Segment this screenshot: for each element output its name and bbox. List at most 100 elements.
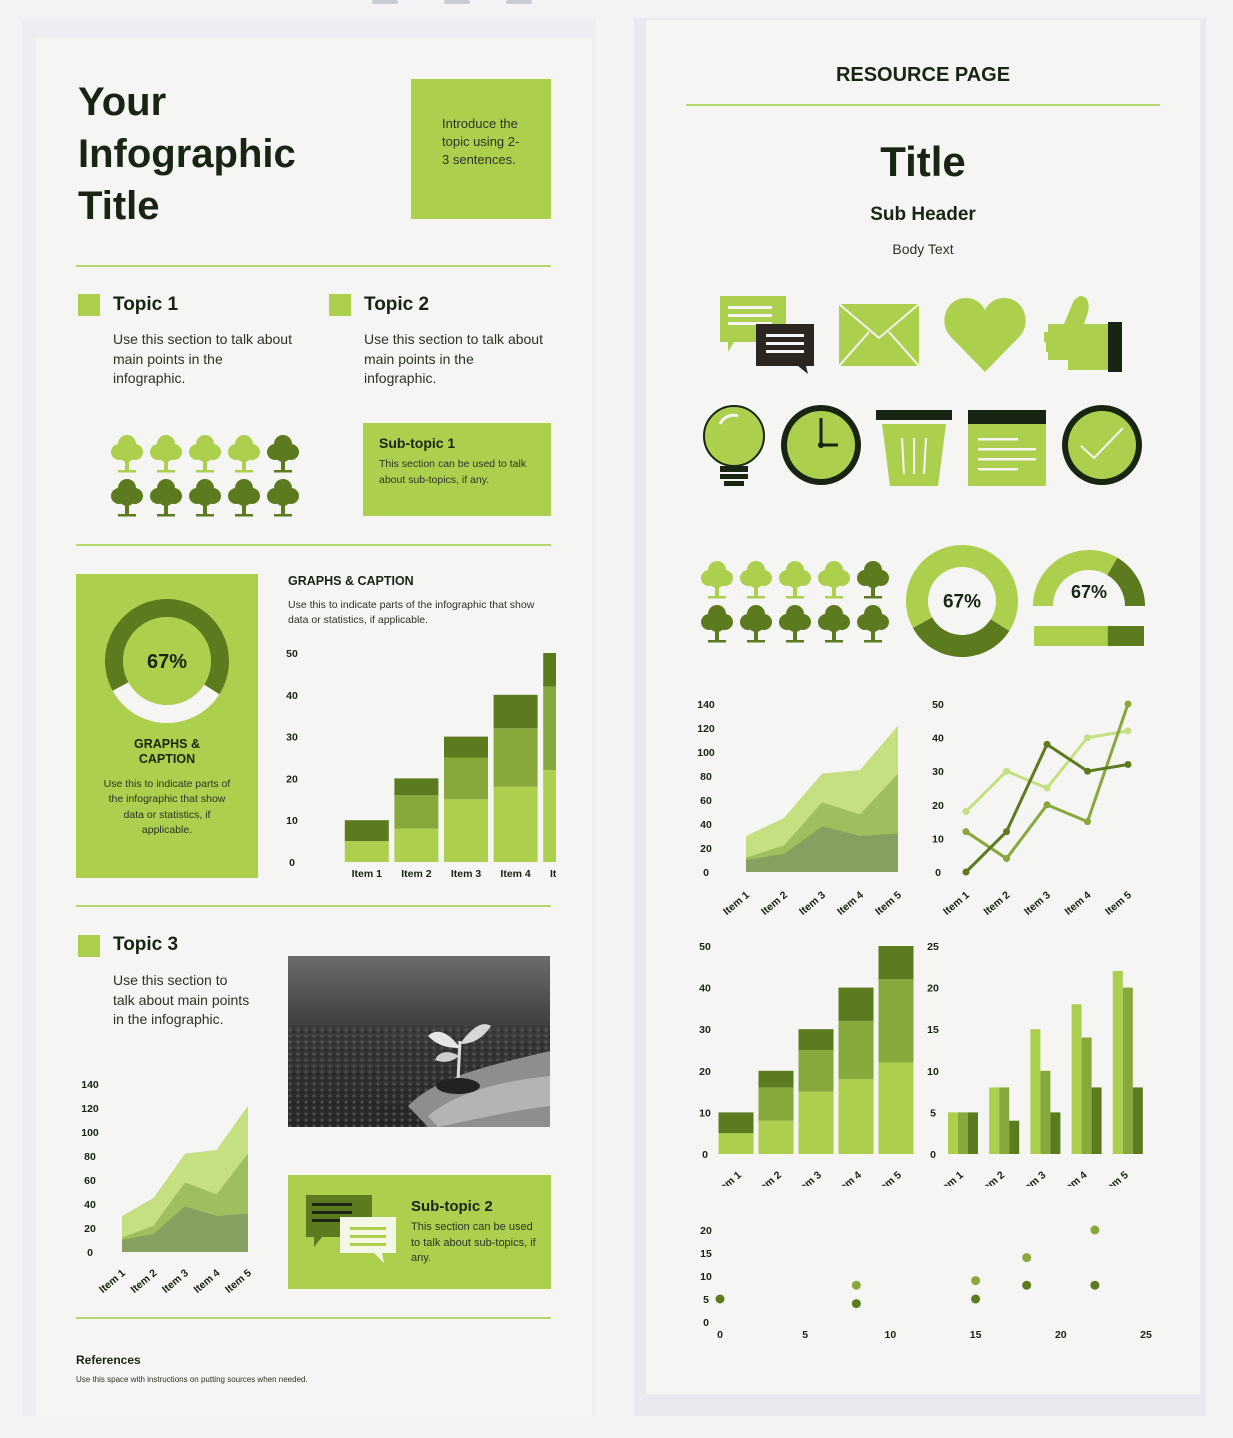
y-tick-label: 20 [286,773,298,785]
scatter-point [1090,1280,1100,1290]
subtopic-2-box: Sub-topic 2 This section can be used to … [288,1175,551,1289]
toolbar-tab[interactable] [506,0,532,4]
divider [686,104,1160,106]
donut-center [123,617,211,705]
donut-chart: 67% [105,599,229,723]
bar-segment [493,728,538,787]
y-tick-label: 0 [935,867,941,879]
line-point [1003,828,1010,836]
line-point [1043,740,1051,748]
y-tick-label: 120 [697,723,715,735]
gauge-label: 67% [1071,582,1107,602]
bar-segment [493,694,538,729]
tree-icon [740,605,772,643]
gauge-rest [1107,557,1145,606]
bar [948,1112,958,1154]
x-tick-label: 20 [1055,1329,1067,1341]
y-tick-label: 40 [286,690,298,702]
gauge-bar-rest [1107,626,1144,646]
y-tick-label: 30 [286,732,298,744]
tree-icon [228,435,260,473]
toolbar-tab[interactable] [372,0,398,4]
x-tick-label: Item 3 [1022,889,1053,918]
topic-2-text: Use this section to talk about main poin… [364,331,543,386]
x-tick-label: Item 5 [550,868,556,880]
bar [1040,1070,1051,1154]
donut-slice [906,545,1018,632]
line-point [962,808,970,816]
graphs-box: 67% GRAPHS & CAPTION Use this to indicat… [76,574,258,878]
scatter-point [1022,1253,1032,1263]
references-title: References [76,1353,141,1367]
stacked-bar-chart: 0 10 20 30 40 50 Item 1 Item 2 Item 3 Item 4 Item … [699,941,914,1186]
line-point [1124,760,1132,768]
y-tick-label: 120 [81,1103,99,1115]
bar [999,1087,1010,1154]
y-tick-label: 20 [927,983,939,995]
graphs-caption-text: Use this to indicate parts of the infogr… [288,599,535,626]
lightbulb-icon [703,405,765,486]
toolbar-tab[interactable] [444,0,470,4]
y-tick-label: 0 [703,1317,709,1329]
bar-segment [394,828,439,862]
stacked-bar-chart: 0 10 20 30 40 50 Item 1 Item 2 Item 3 Item 4 Item … [286,648,556,880]
thumbs-up-icon [1044,296,1122,372]
divider [76,265,551,267]
line-series [965,703,1130,861]
y-tick-label: 5 [930,1107,936,1119]
y-tick-label: 40 [84,1199,96,1211]
bar-segment [344,841,389,862]
tree-pictogram [111,435,299,517]
bar-segment [543,770,556,862]
y-tick-label: 20 [699,1066,711,1078]
intro-text: Introduce the topic using 2-3 sentences. [442,116,520,167]
line-point [1124,700,1132,708]
x-tick-label: 10 [885,1329,897,1341]
tree-icon [111,435,143,473]
topic-3-title: Topic 3 [113,934,179,955]
bar-segment [344,820,389,842]
bar [968,1112,978,1154]
graphs-box-text: Use this to indicate parts of the infogr… [103,778,231,836]
tree-icon [267,479,299,517]
line-point [1084,734,1091,742]
donut-slice [105,599,229,695]
bar-segment [878,1062,914,1154]
x-tick-label: Item 5 [873,889,904,918]
tree-icon [818,561,850,599]
tree-icon [818,605,850,643]
scatter-point [851,1280,861,1290]
y-tick-label: 40 [700,819,712,831]
subtopic-2-text: This section can be used to talk about s… [411,1221,536,1264]
y-tick-label: 15 [927,1024,939,1036]
infographic-page: Your Infographic Title Introduce the top… [36,38,592,1416]
tree-icon [740,561,772,599]
area-series [122,1206,248,1252]
tree-icon [701,605,733,643]
y-tick-label: 15 [700,1248,712,1260]
x-tick-label: Item 5 [1103,889,1134,918]
line-point [1084,818,1091,826]
y-tick-label: 0 [702,1149,708,1161]
bullet-square [78,935,100,957]
x-tick-label: Item 1 [941,889,972,918]
bar-segment [493,786,538,862]
x-tick-label: Item 1 [713,1169,744,1186]
scatter-point [971,1294,981,1304]
x-tick-label: Item 1 [352,868,383,880]
page-title: Your Infographic Title [78,80,296,228]
y-tick-label: 30 [932,766,944,778]
y-tick-label: 140 [81,1079,99,1091]
y-tick-label: 10 [932,833,944,845]
resource-subheader: Sub Header [870,204,976,225]
y-tick-label: 140 [697,699,715,711]
resource-title: Title [880,138,966,185]
topic-3-text: Use this section to talk about main poin… [113,972,250,1027]
y-tick-label: 40 [699,983,711,995]
line-point [962,828,970,836]
gauge-bar-fill [1034,626,1108,646]
y-tick-label: 50 [699,941,711,953]
tree-icon [857,605,889,643]
line-point [1043,801,1051,809]
y-tick-label: 20 [932,800,944,812]
